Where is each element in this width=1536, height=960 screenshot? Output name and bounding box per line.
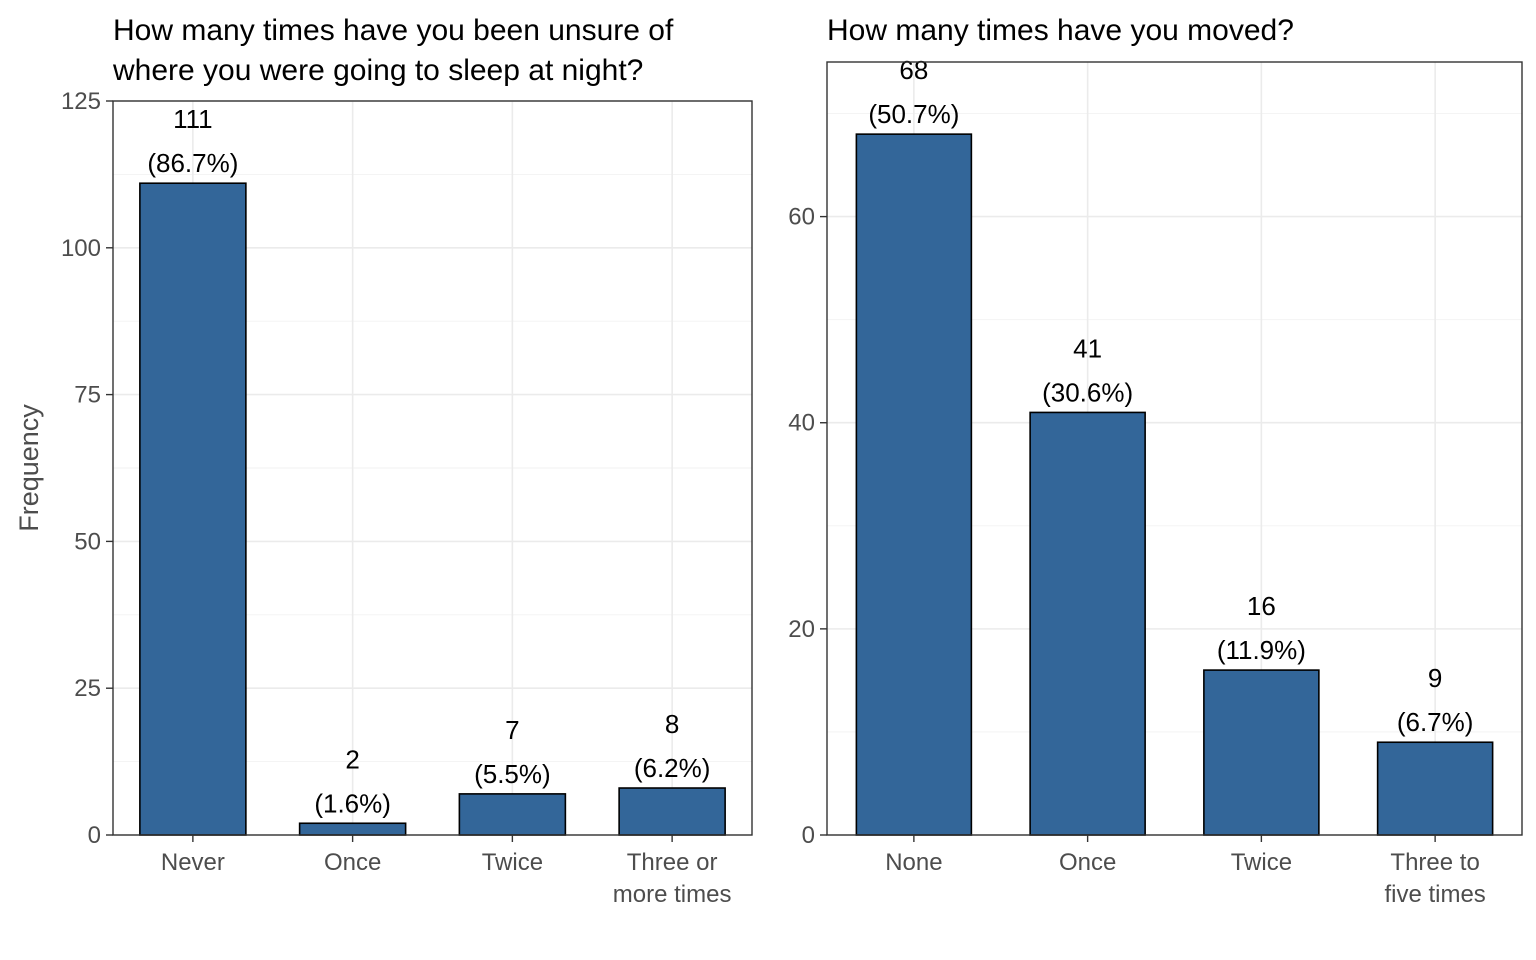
x-tick-label: Once (324, 849, 381, 876)
bar-count-label: 16 (1247, 591, 1276, 621)
panel-border (112, 100, 753, 836)
bar-percent-label: (5.5%) (474, 759, 551, 789)
bar-3 (1203, 669, 1320, 836)
bar-count-label: 68 (899, 55, 928, 85)
x-tick-label: Twice (482, 849, 543, 876)
bar-count-label: 111 (173, 104, 213, 134)
x-tick-label: Once (1059, 849, 1116, 876)
x-tick-label: None (885, 849, 942, 876)
x-tick-label: Twice (1231, 849, 1292, 876)
bar-count-label: 2 (345, 744, 359, 774)
chart-panel-2: (50.7%) 68 (30.6%) 41 (11.9%) 16 (6.7%) 9 0 20 40 6… (788, 14, 1523, 908)
x-tick-label: Never (161, 849, 225, 876)
bar-2 (1029, 411, 1146, 836)
bar-count-label: 8 (665, 709, 679, 739)
y-tick-label: 60 (788, 204, 815, 231)
bar-4 (618, 787, 726, 836)
y-tick-label: 20 (788, 616, 815, 643)
x-tick-label: Three to five times (1384, 849, 1485, 908)
bar-percent-label: (6.2%) (634, 753, 711, 783)
bar-percent-label: (50.7%) (868, 99, 959, 129)
x-tick-label: Three or more times (613, 849, 732, 908)
y-tick-label: 50 (74, 528, 101, 555)
bar-percent-label: (6.7%) (1397, 707, 1474, 737)
bar-percent-label: (1.6%) (314, 788, 391, 818)
bar-4 (1376, 741, 1494, 836)
y-tick-label: 0 (88, 822, 101, 849)
bar-percent-label: (11.9%) (1217, 635, 1306, 665)
chart-panel-1: (86.7%) 111 (1.6%) 2 (5.5%) 7 (6.2%) 8 0 25 50 75 10… (14, 14, 753, 908)
panel-border (826, 61, 1523, 836)
y-tick-label: 0 (802, 822, 815, 849)
y-tick-label: 25 (74, 675, 101, 702)
bar-2 (298, 822, 407, 836)
bar-count-label: 9 (1428, 663, 1442, 693)
bar-3 (458, 793, 567, 836)
bar-count-label: 7 (505, 715, 519, 745)
bar-1 (139, 182, 247, 836)
chart-title: How many times have you been unsure of (113, 14, 674, 47)
y-tick-label: 100 (61, 235, 101, 262)
bar-percent-label: (86.7%) (147, 148, 238, 178)
y-tick-label: 75 (74, 382, 101, 409)
bar-percent-label: (30.6%) (1042, 377, 1133, 407)
chart-title: How many times have you moved? (827, 14, 1294, 47)
y-tick-label: 40 (788, 410, 815, 437)
chart-title: where you were going to sleep at night? (112, 54, 643, 87)
bar-count-label: 41 (1073, 333, 1102, 363)
y-tick-label: 125 (61, 88, 101, 115)
bar-1 (855, 133, 973, 836)
y-axis-title: Frequency (14, 404, 44, 532)
